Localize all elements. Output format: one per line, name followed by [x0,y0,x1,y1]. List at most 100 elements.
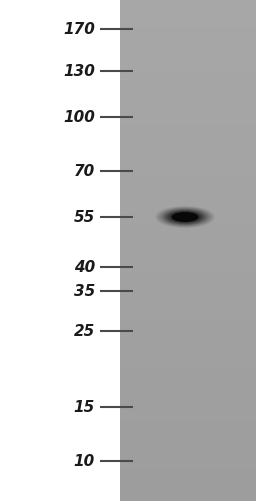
Bar [120,451,256,453]
Bar [120,248,256,250]
Bar [120,321,256,323]
Bar [120,403,256,406]
Bar [120,391,256,393]
Bar [120,20,256,23]
Ellipse shape [173,213,197,222]
Bar [120,125,256,128]
Bar [120,288,256,291]
Bar [120,256,256,258]
Ellipse shape [161,208,209,226]
Text: 100: 100 [63,110,95,125]
Bar [120,383,256,386]
Bar [120,448,256,451]
Bar [120,261,256,263]
Ellipse shape [171,212,199,223]
Bar [120,296,256,298]
Bar [120,316,256,318]
Bar [120,183,256,185]
Ellipse shape [162,209,208,226]
Text: 130: 130 [63,64,95,79]
Bar [120,10,256,13]
Bar [120,90,256,93]
Bar [120,68,256,70]
Bar [120,105,256,108]
Bar [120,93,256,95]
Bar [120,195,256,198]
Bar [120,411,256,413]
Bar [120,418,256,421]
Bar [120,401,256,403]
Bar [120,426,256,428]
Bar [120,453,256,456]
Bar [120,198,256,200]
Text: 10: 10 [74,453,95,468]
Ellipse shape [155,206,215,228]
Bar [120,138,256,140]
Bar [120,45,256,48]
Bar [120,128,256,130]
Bar [120,421,256,423]
Bar [120,215,256,218]
Bar [120,60,256,63]
Ellipse shape [156,207,214,228]
Bar [120,40,256,43]
Ellipse shape [170,212,200,223]
Bar [120,496,256,498]
Bar [120,23,256,25]
Bar [120,488,256,491]
Text: 15: 15 [74,400,95,415]
Bar [120,155,256,158]
Bar [120,276,256,278]
Bar [120,118,256,120]
Bar [120,243,256,245]
Bar [120,313,256,316]
Bar [120,38,256,40]
Bar [120,178,256,180]
Bar [120,433,256,436]
Bar [120,33,256,35]
Bar [120,328,256,331]
Bar [120,113,256,115]
Bar [120,228,256,230]
Bar [120,476,256,478]
Bar [120,0,256,3]
Text: 70: 70 [74,164,95,179]
Bar [120,338,256,341]
Bar [120,48,256,50]
Bar [120,483,256,486]
Bar [120,173,256,175]
Bar [120,153,256,155]
Text: 55: 55 [74,210,95,225]
Bar [120,278,256,281]
Bar [120,253,256,256]
Bar [120,250,256,253]
Ellipse shape [172,213,198,222]
Bar [120,13,256,15]
Bar [120,218,256,220]
Bar [120,193,256,195]
Ellipse shape [177,215,193,220]
Bar [120,58,256,60]
Bar [120,80,256,83]
Ellipse shape [175,214,195,221]
Bar [120,386,256,388]
Bar [120,233,256,235]
Bar [120,273,256,276]
Ellipse shape [180,215,190,219]
Bar [120,95,256,98]
Bar [120,318,256,321]
Bar [120,133,256,135]
Bar [120,108,256,110]
Bar [120,123,256,125]
Bar [120,351,256,353]
Bar [120,70,256,73]
Bar [120,28,256,30]
Bar [120,63,256,65]
Bar [120,210,256,213]
Bar [120,286,256,288]
Bar [120,431,256,433]
Bar [120,468,256,471]
Bar [120,471,256,473]
Bar [120,120,256,123]
Bar [120,441,256,443]
